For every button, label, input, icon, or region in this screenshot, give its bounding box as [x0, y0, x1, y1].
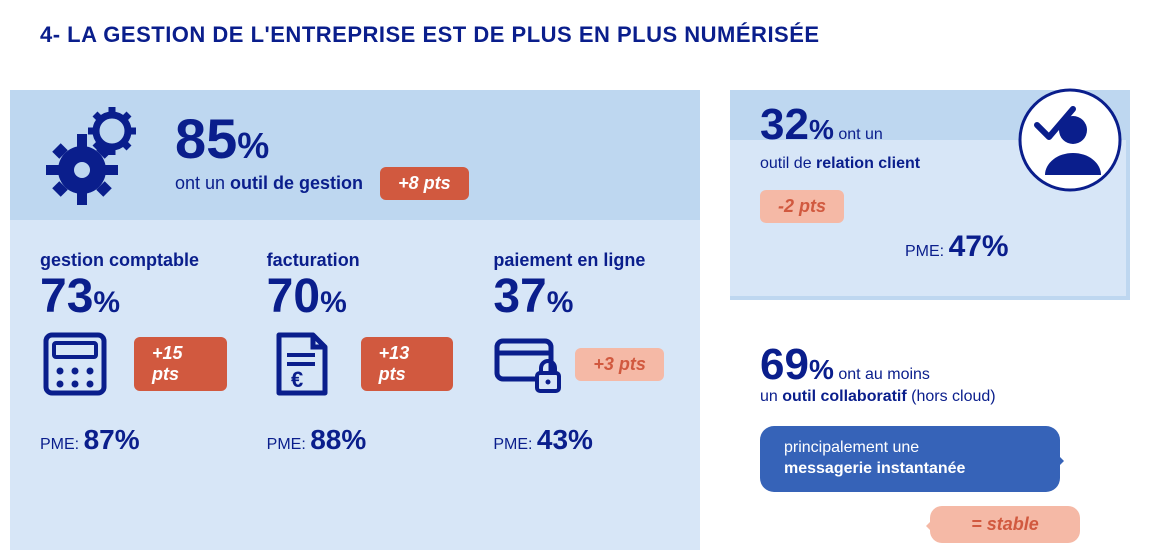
crm-line2-prefix: outil de	[760, 155, 816, 172]
collab-line2-suffix: (hors cloud)	[907, 388, 996, 405]
stat-pme-value: 87%	[84, 424, 140, 455]
collab-bubble-prefix: principalement une	[784, 439, 919, 456]
stat-percent-sign: %	[320, 286, 347, 319]
stat-percent: 37%	[493, 273, 680, 321]
stat-pme-label: PME:	[267, 436, 311, 453]
person-check-icon	[1015, 85, 1125, 195]
card-lock-icon	[493, 329, 563, 399]
stat-percent-value: 37	[493, 270, 546, 323]
gestion-panel: 85% ont un outil de gestion +8 pts gesti…	[10, 90, 700, 550]
gestion-percent-sign: %	[237, 125, 269, 166]
stat-pme: PME: 87%	[40, 424, 227, 456]
crm-border-right	[1126, 140, 1130, 300]
svg-text:€: €	[291, 367, 303, 392]
section-title: 4- LA GESTION DE L'ENTREPRISE EST DE PLU…	[40, 22, 820, 48]
gestion-percent-value: 85	[175, 107, 237, 170]
stat-pme: PME: 43%	[493, 424, 680, 456]
stat-delta-badge: +3 pts	[575, 348, 664, 381]
gestion-percent: 85%	[175, 111, 469, 167]
stat-pme: PME: 88%	[267, 424, 454, 456]
collab-tail: ont au moins	[838, 366, 930, 383]
stat-gestion-comptable: gestion comptable 73%	[40, 250, 227, 456]
gestion-subtext: ont un outil de gestion +8 pts	[175, 167, 469, 200]
stat-pme-label: PME:	[40, 436, 84, 453]
stat-facturation: facturation 70% € +13 pts PME: 88%	[267, 250, 454, 456]
crm-delta-badge-wrap: -2 pts	[760, 190, 844, 223]
gestion-sub-bold: outil de gestion	[230, 173, 363, 193]
stat-percent-sign: %	[93, 286, 120, 319]
gestion-sub-prefix: ont un	[175, 173, 230, 193]
crm-line1: 32% ont un	[760, 100, 883, 150]
stat-pme-value: 43%	[537, 424, 593, 455]
stat-percent: 73%	[40, 273, 227, 321]
collab-line2: un outil collaboratif (hors cloud)	[760, 388, 1100, 406]
stat-pme-value: 88%	[310, 424, 366, 455]
collab-text: 69% ont au moins un outil collaboratif (…	[730, 330, 1130, 416]
crm-line2-bold: relation client	[816, 155, 920, 172]
collab-line2-bold: outil collaboratif	[782, 388, 906, 405]
calculator-icon	[40, 329, 110, 399]
gestion-delta-badge: +8 pts	[380, 167, 469, 200]
crm-border-bottom	[730, 296, 1130, 300]
stat-percent-value: 70	[267, 270, 320, 323]
sub-stats-row: gestion comptable 73%	[40, 250, 680, 456]
stat-label: gestion comptable	[40, 250, 227, 271]
collab-bubble-bold: messagerie instantanée	[784, 460, 965, 477]
stat-label: paiement en ligne	[493, 250, 680, 271]
collab-bubble-stable: = stable	[930, 506, 1080, 543]
stat-percent: 70%	[267, 273, 454, 321]
collab-bubble-main: principalement une messagerie instantané…	[760, 426, 1060, 492]
gears-icon	[40, 105, 150, 205]
crm-percent-sign: %	[809, 114, 834, 145]
crm-tail: ont un	[838, 126, 882, 143]
crm-percent-value: 32	[760, 100, 809, 149]
stat-delta-badge: +15 pts	[134, 337, 227, 391]
gestion-header-text: 85% ont un outil de gestion +8 pts	[175, 111, 469, 200]
collab-percent-value: 69	[760, 340, 809, 389]
crm-pme-label: PME:	[905, 243, 949, 260]
crm-delta-badge: -2 pts	[760, 190, 844, 223]
crm-pme-value: 47%	[949, 230, 1009, 263]
stat-delta-badge: +13 pts	[361, 337, 454, 391]
invoice-icon: €	[267, 329, 337, 399]
crm-line2: outil de relation client	[760, 155, 920, 173]
collab-line2-prefix: un	[760, 388, 782, 405]
crm-panel: 32% ont un outil de relation client -2 p…	[730, 90, 1130, 310]
gestion-header: 85% ont un outil de gestion +8 pts	[10, 90, 700, 220]
collab-panel: 69% ont au moins un outil collaboratif (…	[730, 330, 1130, 543]
stat-pme-label: PME:	[493, 436, 537, 453]
stat-paiement: paiement en ligne 37% +3 pts	[493, 250, 680, 456]
stat-label: facturation	[267, 250, 454, 271]
stat-percent-sign: %	[547, 286, 574, 319]
crm-pme: PME: 47%	[905, 230, 1009, 264]
stat-percent-value: 73	[40, 270, 93, 323]
collab-percent-sign: %	[809, 354, 834, 385]
